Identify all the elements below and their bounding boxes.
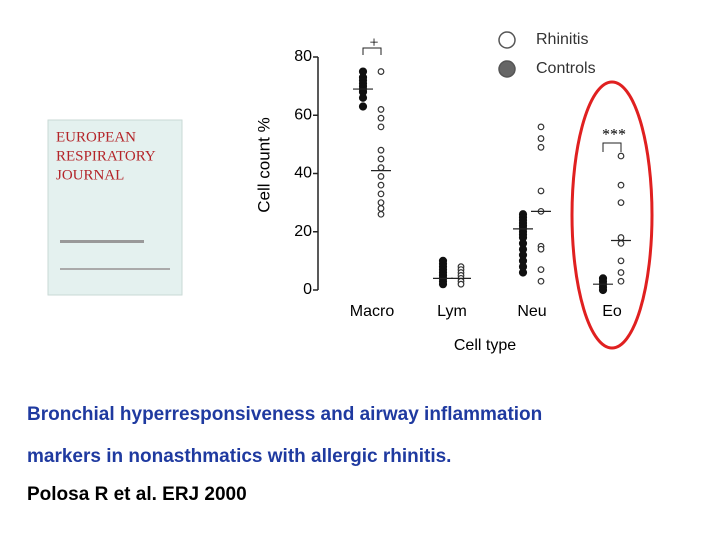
x-tick-label: Macro bbox=[350, 303, 395, 320]
cover-decoration bbox=[60, 240, 144, 243]
journal-cover bbox=[47, 119, 183, 296]
data-point bbox=[518, 268, 528, 277]
caption-line: markers in nonasthmatics with allergic r… bbox=[27, 446, 451, 467]
x-axis-label: Cell type bbox=[454, 337, 516, 354]
cover-title: RESPIRATORY bbox=[56, 148, 156, 164]
legend-label: Rhinitis bbox=[536, 31, 588, 48]
caption-line: Polosa R et al. ERJ 2000 bbox=[27, 484, 247, 505]
data-point bbox=[358, 93, 368, 102]
data-point bbox=[617, 277, 625, 285]
caption-line: Bronchial hyperresponsiveness and airway… bbox=[27, 404, 542, 425]
y-axis-label: Cell count % bbox=[254, 117, 273, 212]
highlight-ellipse bbox=[570, 80, 654, 350]
data-point bbox=[377, 173, 385, 180]
data-point bbox=[438, 280, 448, 289]
y-tick-label: 60 bbox=[294, 106, 312, 123]
data-point bbox=[537, 143, 545, 151]
annotation: + bbox=[369, 35, 378, 52]
data-point bbox=[377, 123, 385, 131]
annotation: *** bbox=[602, 127, 626, 144]
data-point bbox=[617, 257, 625, 265]
data-point bbox=[377, 114, 385, 122]
data-point bbox=[617, 152, 625, 160]
data-point bbox=[617, 269, 625, 276]
legend-label: Controls bbox=[536, 60, 596, 77]
data-point bbox=[617, 181, 625, 189]
x-tick-label: Lym bbox=[437, 303, 467, 320]
cover-title: JOURNAL bbox=[56, 167, 124, 183]
data-point bbox=[377, 205, 385, 212]
data-point bbox=[617, 199, 625, 207]
data-point bbox=[377, 164, 385, 172]
data-point bbox=[598, 285, 608, 295]
data-point bbox=[377, 199, 385, 207]
cover-title: EUROPEAN bbox=[56, 129, 136, 145]
y-tick-label: 40 bbox=[294, 165, 312, 182]
x-tick-label: Eo bbox=[602, 303, 622, 320]
data-point bbox=[537, 187, 545, 195]
significance-bracket bbox=[362, 47, 382, 55]
data-point bbox=[377, 146, 385, 154]
data-point bbox=[617, 234, 625, 241]
data-point bbox=[377, 68, 385, 75]
data-point bbox=[377, 210, 385, 218]
y-tick-label: 20 bbox=[294, 223, 312, 240]
data-point bbox=[377, 106, 385, 113]
significance-bracket bbox=[602, 142, 622, 152]
y-tick-label: 0 bbox=[303, 281, 312, 298]
data-point bbox=[537, 245, 545, 253]
data-point bbox=[358, 102, 368, 111]
data-point bbox=[537, 277, 545, 285]
caption: Bronchial hyperresponsiveness and airway… bbox=[27, 404, 542, 505]
data-point bbox=[537, 123, 545, 131]
data-point bbox=[537, 266, 545, 274]
data-point bbox=[457, 280, 465, 288]
data-point bbox=[377, 181, 385, 189]
data-point bbox=[617, 239, 625, 247]
cover-decoration bbox=[60, 268, 170, 270]
x-tick-label: Neu bbox=[517, 303, 546, 320]
data-point bbox=[377, 190, 385, 198]
data-point bbox=[377, 155, 385, 163]
data-point bbox=[537, 135, 545, 142]
legend-marker bbox=[498, 31, 516, 49]
y-tick-label: 80 bbox=[294, 48, 312, 65]
legend-marker bbox=[498, 60, 516, 78]
